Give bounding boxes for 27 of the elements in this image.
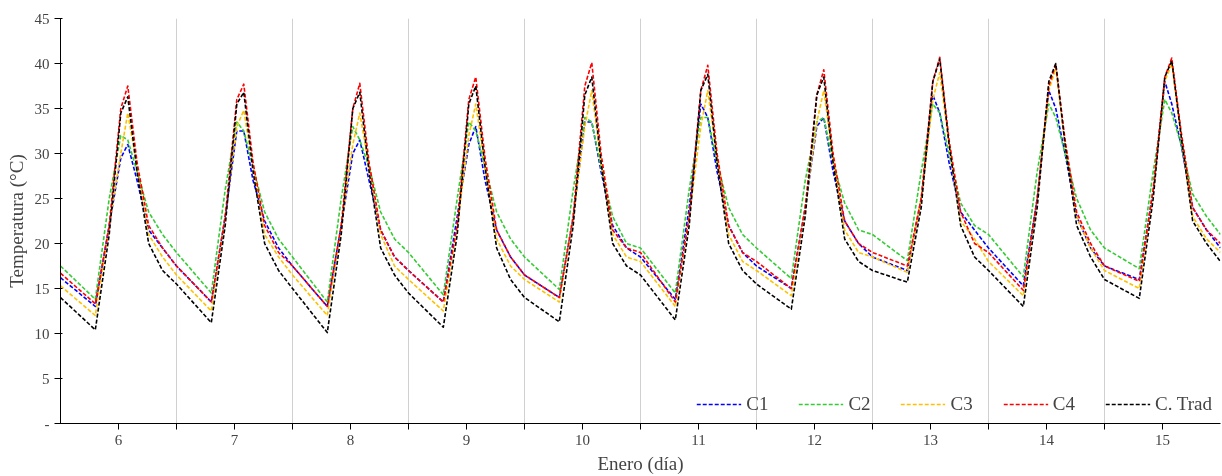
y-tick-label: 30 — [34, 145, 50, 162]
x-tick-label: 9 — [462, 431, 471, 448]
legend-label: C3 — [950, 393, 973, 415]
x-tick-label: 14 — [1039, 431, 1055, 448]
y-tick-label: 10 — [34, 325, 50, 342]
y-tick-label: 45 — [34, 10, 50, 27]
y-tick-label: 35 — [34, 100, 50, 117]
x-tick-label: 8 — [346, 431, 355, 448]
legend-label: C4 — [1052, 393, 1075, 415]
y-tick-label: - — [44, 415, 50, 432]
legend-label: C1 — [746, 393, 769, 415]
y-axis-title: Temperatura (°C) — [5, 154, 28, 288]
legend-label: C. Trad — [1154, 393, 1212, 415]
y-tick-label: 5 — [42, 370, 50, 387]
y-tick-label: 40 — [34, 55, 50, 72]
x-tick-label: 13 — [923, 431, 938, 448]
legend-label: C2 — [848, 393, 871, 415]
x-tick-label: 15 — [1155, 431, 1170, 448]
x-tick-label: 11 — [691, 431, 706, 448]
y-tick-label: 25 — [34, 190, 50, 207]
x-tick-label: 10 — [575, 431, 590, 448]
x-tick-label: 7 — [230, 431, 239, 448]
x-axis-title: Enero (día) — [597, 452, 684, 475]
y-tick-label: 20 — [34, 235, 50, 252]
y-tick-label: 15 — [34, 280, 50, 297]
x-tick-label: 12 — [807, 431, 822, 448]
x-tick-label: 6 — [114, 431, 123, 448]
